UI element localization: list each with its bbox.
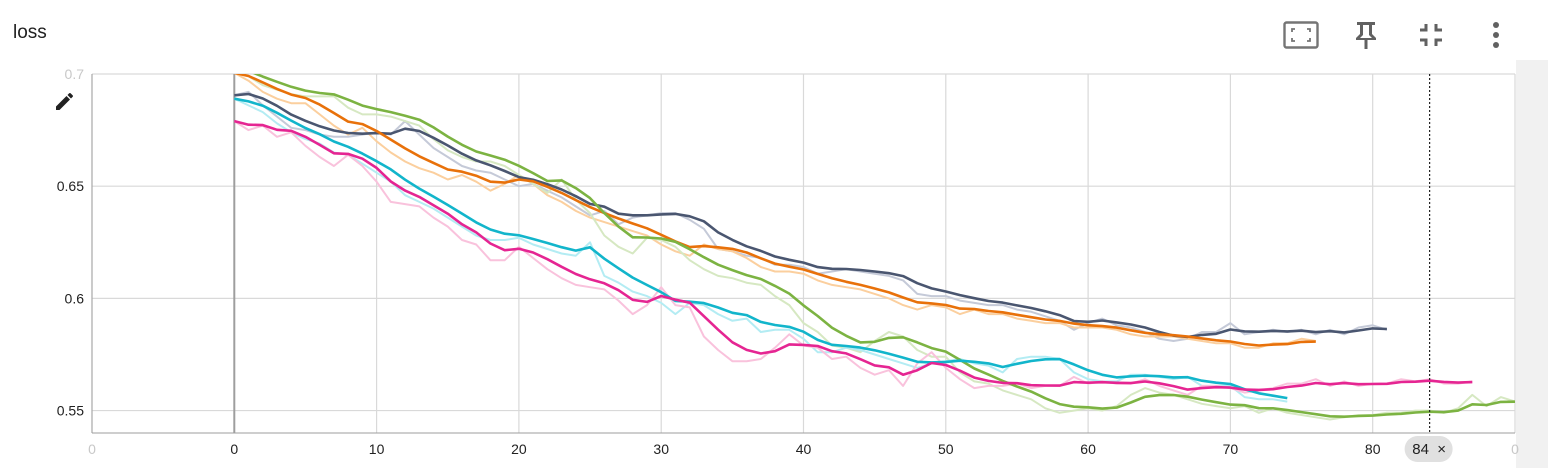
- y-tick-label: 0.6: [65, 290, 85, 306]
- y-tick-label: 0.65: [57, 178, 84, 194]
- pin-button[interactable]: [1344, 16, 1388, 54]
- more-options-button[interactable]: [1474, 16, 1518, 54]
- hover-step-label: 84: [1412, 441, 1429, 458]
- series-raw-line-run-magenta: [233, 120, 1473, 396]
- series-raw-line-run-green: [243, 74, 1515, 421]
- series-raw-line-run-orange: [234, 74, 1316, 349]
- series-line-run-cyan: [234, 97, 1288, 400]
- hover-step-badge: [1404, 436, 1453, 462]
- series-line-run-magenta: [233, 119, 1473, 392]
- pencil-icon: [56, 93, 73, 110]
- fit-screen-icon: [1283, 21, 1319, 49]
- plot-series: [233, 74, 1515, 421]
- series-line-run-orange: [234, 74, 1316, 347]
- x-tick-label: 10: [369, 441, 385, 457]
- x-tick-label: 0: [1511, 441, 1519, 457]
- series-line-run-green: [252, 74, 1515, 418]
- x-tick-label: 50: [938, 441, 954, 457]
- fit-domain-button[interactable]: [1279, 16, 1323, 54]
- x-tick-label: 70: [1223, 441, 1239, 457]
- axes: 0.55 0.6 0.65 0.7 0 0 10 20 30 40 50 60 70 80 0: [57, 66, 1519, 457]
- y-tick-label: 0.55: [57, 403, 84, 419]
- x-tick-label: 0: [88, 441, 96, 457]
- x-tick-label: 60: [1080, 441, 1096, 457]
- series-line-run-dark-slate: [234, 92, 1387, 339]
- y-tick-label: 0.7: [65, 66, 85, 82]
- hover-indicator: 84 ×: [1404, 74, 1453, 462]
- pin-icon: [1356, 22, 1376, 49]
- collapse-button[interactable]: [1409, 16, 1453, 54]
- x-tick-label: 30: [653, 441, 669, 457]
- hover-close-icon[interactable]: ×: [1437, 441, 1446, 458]
- x-tick-label: 40: [796, 441, 812, 457]
- chart-title: loss: [13, 22, 47, 43]
- scrollbar[interactable]: [1516, 60, 1548, 468]
- x-tick-label: 0: [230, 441, 238, 457]
- x-tick-label: 80: [1365, 441, 1381, 457]
- chart-toolbar: [1258, 16, 1518, 54]
- more-vert-icon: [1493, 22, 1499, 48]
- edit-button[interactable]: [52, 88, 78, 114]
- grid-lines: [91, 73, 1516, 433]
- x-tick-label: 20: [511, 441, 527, 457]
- collapse-icon: [1420, 24, 1442, 46]
